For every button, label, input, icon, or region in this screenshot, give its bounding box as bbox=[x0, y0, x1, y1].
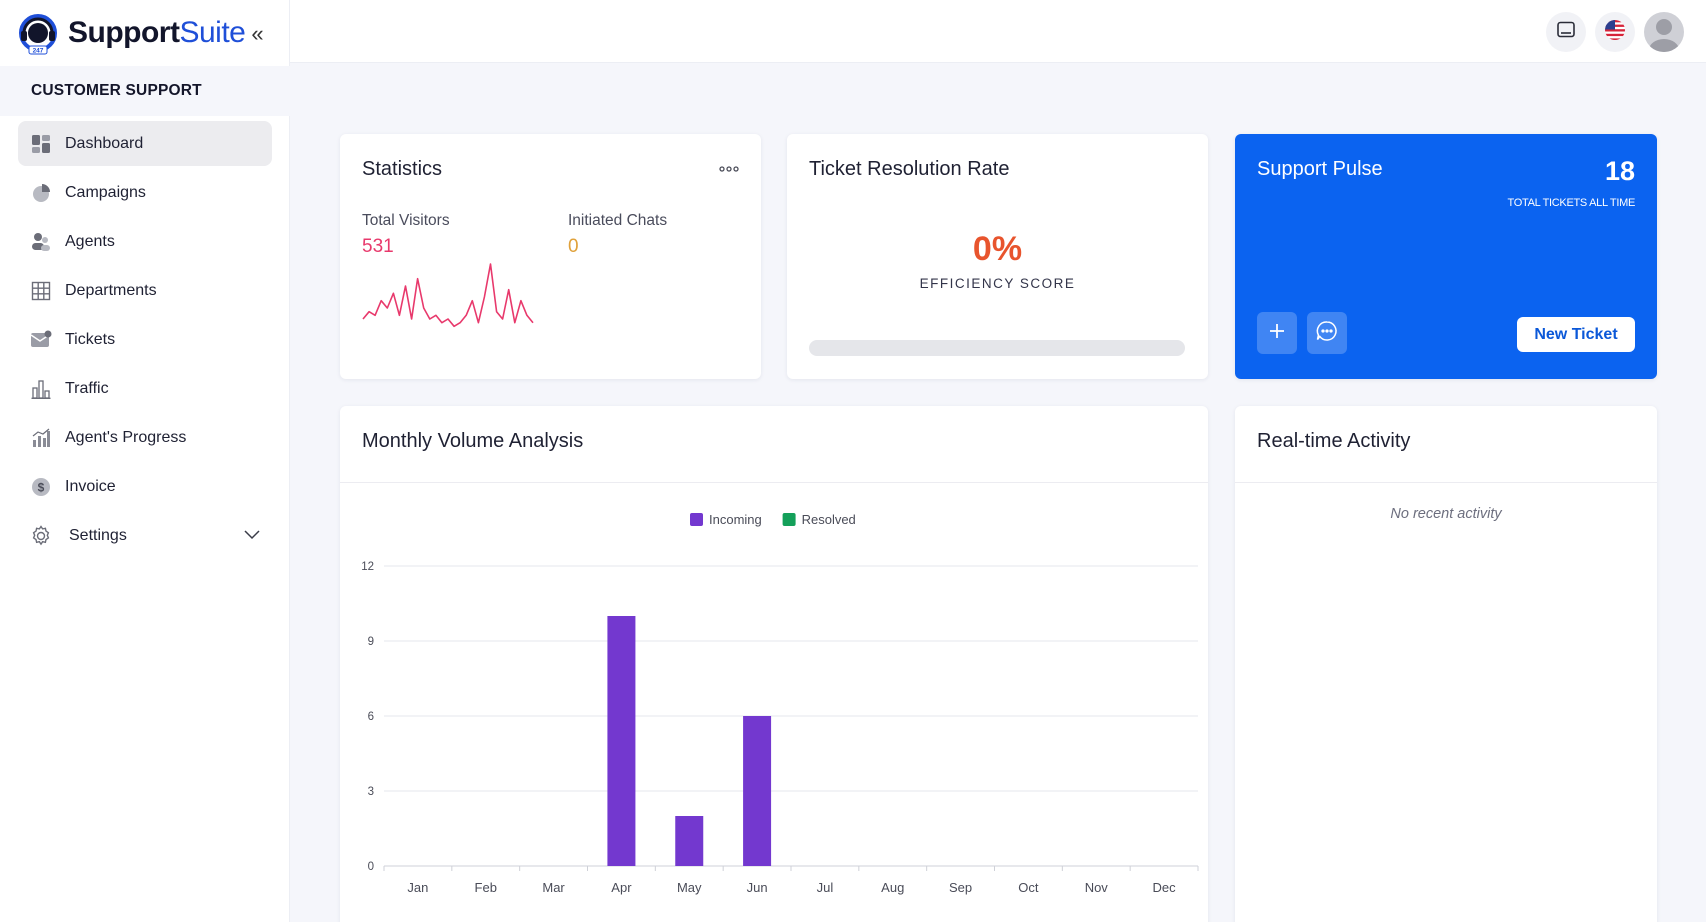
x-tick-label: Jul bbox=[817, 880, 834, 895]
collapse-sidebar-icon[interactable]: « bbox=[251, 21, 264, 46]
resolution-value: 0% bbox=[972, 230, 1023, 268]
top-header bbox=[290, 0, 1706, 63]
envelope-icon bbox=[30, 329, 52, 351]
y-tick-label: 9 bbox=[368, 636, 374, 648]
total-visitors-label: Total Visitors bbox=[362, 212, 450, 229]
x-tick-label: Nov bbox=[1085, 880, 1109, 895]
logo-badge: 247 bbox=[33, 48, 44, 55]
more-options-icon[interactable] bbox=[719, 160, 739, 178]
brand-logo[interactable]: 247 SupportSuite « bbox=[16, 10, 264, 56]
user-avatar[interactable] bbox=[1644, 12, 1684, 52]
language-button[interactable] bbox=[1595, 12, 1635, 52]
sidebar-section-title: CUSTOMER SUPPORT bbox=[0, 66, 290, 116]
add-button[interactable] bbox=[1257, 312, 1297, 354]
sidebar-item-tickets[interactable]: Tickets bbox=[18, 317, 272, 362]
sidebar-item-label: Invoice bbox=[65, 477, 116, 495]
legend-label-resolved: Resolved bbox=[802, 512, 856, 527]
sidebar-item-label: Traffic bbox=[65, 379, 109, 397]
no-activity-message: No recent activity bbox=[1390, 506, 1502, 522]
card-divider bbox=[340, 482, 1208, 483]
chevron-down-icon[interactable] bbox=[244, 527, 260, 545]
chat-button[interactable] bbox=[1307, 312, 1347, 354]
resolution-title: Ticket Resolution Rate bbox=[809, 158, 1010, 180]
svg-text:$: $ bbox=[38, 480, 45, 494]
x-tick-label: Mar bbox=[542, 880, 565, 895]
bar-chart-icon bbox=[30, 378, 52, 400]
sidebar-item-dashboard[interactable]: Dashboard bbox=[18, 121, 272, 166]
sidebar: 247 SupportSuite « CUSTOMER SUPPORT Dash… bbox=[0, 0, 290, 922]
new-ticket-button[interactable]: New Ticket bbox=[1517, 317, 1635, 352]
x-tick-label: Apr bbox=[611, 880, 632, 895]
y-tick-label: 0 bbox=[368, 861, 374, 873]
total-tickets-count: 18 bbox=[1604, 156, 1635, 186]
legend-swatch-incoming bbox=[690, 513, 703, 526]
bar-incoming-apr bbox=[607, 616, 636, 866]
users-icon bbox=[30, 231, 52, 253]
sidebar-item-campaigns[interactable]: Campaigns bbox=[18, 170, 272, 215]
sidebar-item-agents[interactable]: Agents bbox=[18, 219, 272, 264]
activity-card: Real-time Activity No recent activity bbox=[1235, 406, 1657, 922]
bar-incoming-jun bbox=[743, 716, 772, 866]
sidebar-item-label: Agent's Progress bbox=[65, 428, 187, 446]
x-tick-label: Feb bbox=[475, 880, 497, 895]
legend-label-incoming: Incoming bbox=[709, 512, 762, 527]
sidebar-item-label: Campaigns bbox=[65, 183, 146, 201]
x-tick-label: Sep bbox=[949, 880, 972, 895]
sidebar-item-settings[interactable]: Settings bbox=[18, 513, 272, 558]
activity-title: Real-time Activity bbox=[1257, 430, 1411, 452]
sidebar-item-label: Agents bbox=[65, 232, 115, 250]
sidebar-item-label: Dashboard bbox=[65, 134, 144, 152]
efficiency-score-label: EFFICIENCY SCORE bbox=[919, 276, 1076, 291]
sparkline-path bbox=[362, 263, 534, 328]
dollar-icon: $ bbox=[30, 476, 52, 498]
legend-swatch-resolved bbox=[782, 513, 796, 526]
y-tick-label: 3 bbox=[368, 786, 374, 798]
monthly-volume-card: Monthly Volume Analysis Incoming Resolved… bbox=[340, 406, 1208, 922]
monthly-volume-chart: Incoming Resolved 0 3 6 9 12 Jan Feb Mar Apr May Jun… bbox=[361, 512, 1199, 895]
sidebar-item-departments[interactable]: Departments bbox=[18, 268, 272, 313]
tablet-icon bbox=[1556, 21, 1576, 44]
headset-logo-icon: 247 bbox=[16, 11, 64, 55]
resolution-card: Ticket Resolution Rate 0% EFFICIENCY SCO… bbox=[787, 134, 1208, 379]
pie-chart-icon bbox=[30, 182, 52, 204]
total-tickets-label: TOTAL TICKETS ALL TIME bbox=[1507, 197, 1636, 209]
chat-bubble-icon bbox=[1315, 319, 1339, 348]
x-tick-label: May bbox=[677, 880, 702, 895]
statistics-card: Statistics Total Visitors 531 Initiated … bbox=[340, 134, 761, 379]
initiated-chats-label: Initiated Chats bbox=[568, 212, 668, 229]
gear-icon bbox=[30, 524, 52, 547]
sidebar-item-traffic[interactable]: Traffic bbox=[18, 366, 272, 411]
visitors-sparkline bbox=[362, 263, 534, 328]
progress-chart-icon bbox=[30, 427, 52, 449]
y-tick-label: 12 bbox=[361, 561, 374, 573]
bar-incoming-may bbox=[675, 816, 704, 866]
x-tick-label: Dec bbox=[1153, 880, 1177, 895]
sidebar-nav: Dashboard Campaigns Agents Departments T… bbox=[18, 121, 272, 562]
initiated-chats-value: 0 bbox=[568, 236, 579, 257]
x-tick-label: Aug bbox=[881, 880, 904, 895]
total-visitors-value: 531 bbox=[362, 236, 394, 257]
statistics-title: Statistics bbox=[362, 158, 443, 180]
plus-icon bbox=[1268, 322, 1286, 345]
sidebar-item-agents-progress[interactable]: Agent's Progress bbox=[18, 415, 272, 460]
resolution-progress-bar bbox=[809, 340, 1185, 356]
support-pulse-card: Support Pulse 18 TOTAL TICKETS ALL TIME … bbox=[1235, 134, 1657, 379]
card-divider bbox=[1235, 482, 1657, 483]
grid-icon bbox=[30, 280, 52, 302]
sidebar-item-label: Departments bbox=[65, 281, 157, 299]
monthly-volume-title: Monthly Volume Analysis bbox=[362, 430, 584, 452]
x-tick-label: Jun bbox=[747, 880, 768, 895]
support-pulse-title: Support Pulse bbox=[1257, 158, 1383, 180]
tablet-mode-button[interactable] bbox=[1546, 12, 1586, 52]
us-flag-icon bbox=[1604, 19, 1626, 46]
x-tick-label: Jan bbox=[407, 880, 428, 895]
y-tick-label: 6 bbox=[368, 711, 374, 723]
sidebar-item-invoice[interactable]: $ Invoice bbox=[18, 464, 272, 509]
dashboard-icon bbox=[30, 133, 52, 155]
brand-name: SupportSuite bbox=[68, 16, 246, 49]
sidebar-item-label: Settings bbox=[69, 526, 127, 544]
x-tick-label: Oct bbox=[1018, 880, 1039, 895]
sidebar-item-label: Tickets bbox=[65, 330, 116, 348]
